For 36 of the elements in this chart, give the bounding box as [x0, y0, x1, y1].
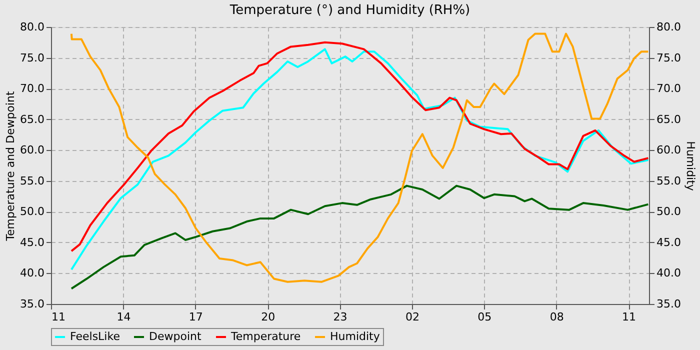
y2-tick-label: 55.0: [656, 174, 681, 188]
legend-label: Dewpoint: [149, 330, 202, 343]
y-tick-label: 50.0: [20, 205, 44, 218]
y-tick-label: 45.0: [20, 236, 44, 249]
x-tick-label: 17: [188, 310, 203, 324]
y2-tick-label: 60.0: [656, 144, 681, 157]
legend-label: Humidity: [330, 330, 380, 343]
y2-tick-label: 65.0: [656, 112, 681, 126]
y2-axis-title: Humidity: [684, 141, 697, 192]
x-tick-label: 05: [478, 310, 492, 324]
x-tick-label: 11: [52, 310, 66, 324]
y2-tick-label: 35.0: [656, 298, 681, 310]
y-tick-label: 55.0: [20, 174, 44, 188]
y2-tick-label: 40.0: [656, 266, 681, 280]
y-tick-label: 40.0: [20, 266, 44, 280]
chart-title: Temperature (°) and Humidity (RH%): [228, 3, 470, 18]
y2-tick-label: 45.0: [656, 236, 681, 249]
x-tick-label: 23: [333, 310, 348, 324]
y2-tick-label: 80.0: [656, 20, 681, 34]
legend-label: Temperature: [230, 330, 301, 343]
y-tick-label: 75.0: [20, 51, 44, 64]
x-tick-label: 02: [405, 310, 420, 324]
x-tick-label: 14: [116, 310, 131, 324]
legend-label: FeelsLike: [70, 330, 120, 343]
y-tick-label: 80.0: [20, 20, 44, 34]
y2-tick-label: 50.0: [656, 205, 681, 218]
y-tick-label: 35.0: [20, 298, 44, 310]
y2-tick-label: 75.0: [656, 51, 681, 64]
x-tick-label: 11: [622, 310, 636, 324]
x-tick-label: 08: [550, 310, 564, 324]
y-tick-label: 65.0: [20, 112, 44, 126]
x-tick-label: 20: [261, 310, 276, 324]
y-tick-label: 70.0: [20, 82, 44, 96]
y-axis-title: Temperature and Dewpoint: [4, 90, 18, 242]
y-tick-label: 60.0: [20, 144, 44, 157]
y2-tick-label: 70.0: [656, 82, 681, 96]
